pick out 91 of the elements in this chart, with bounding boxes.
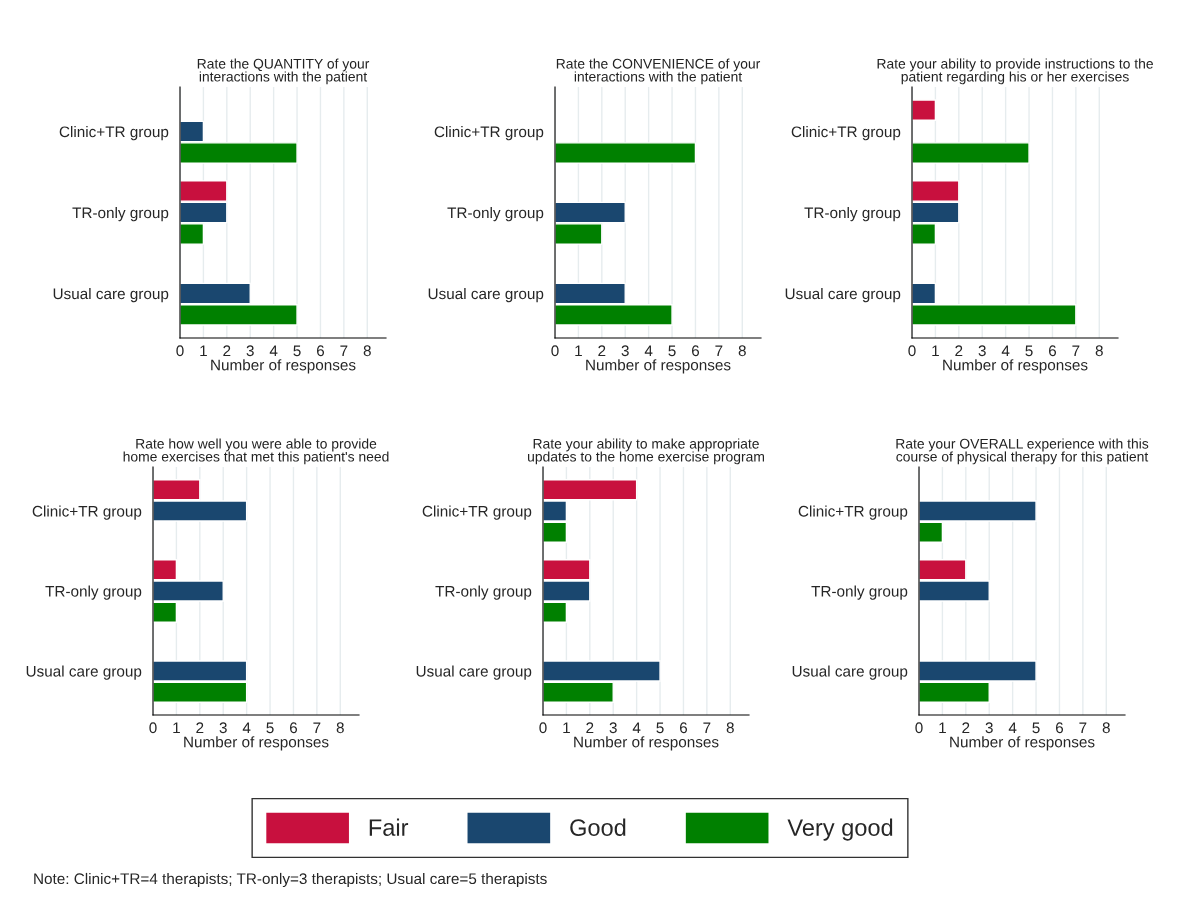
x-tick-label: 6 [316, 345, 325, 357]
x-tick-label: 5 [1025, 345, 1033, 357]
bar [912, 99, 937, 121]
x-tick-label: 4 [1001, 345, 1010, 357]
x-tick-label: 8 [363, 345, 371, 357]
x-axis-title: Number of responses [586, 359, 731, 374]
x-tick-label: 7 [1072, 345, 1080, 357]
x-tick-label: 4 [242, 722, 251, 734]
x-tick-label: 2 [223, 345, 231, 357]
x-tick-label: 6 [679, 722, 688, 734]
x-tick-label: 1 [173, 722, 180, 734]
x-axis-title: Number of responses [211, 359, 356, 374]
x-tick-label: 6 [1048, 345, 1057, 357]
x-tick-label: 5 [1032, 722, 1040, 734]
x-tick-label: 1 [563, 722, 570, 734]
x-tick-label: 0 [539, 722, 547, 734]
x-tick-label: 5 [293, 345, 301, 357]
x-tick-label: 8 [336, 722, 344, 734]
x-tick-label: 0 [176, 345, 184, 357]
y-tick-label: Clinic+TR group [32, 505, 142, 520]
y-tick-label: TR-only group [811, 585, 908, 600]
x-tick-label: 1 [939, 722, 946, 734]
y-tick-label: Clinic+TR group [791, 126, 901, 141]
x-tick-label: 3 [246, 345, 254, 357]
bar [912, 142, 1030, 164]
legend-label: Good [570, 818, 626, 836]
x-axis-title: Number of responses [574, 736, 719, 751]
y-tick-label: Clinic+TR group [434, 126, 544, 141]
x-tick-label: 5 [668, 345, 676, 357]
legend-label: Very good [787, 818, 893, 841]
x-tick-label: 2 [598, 345, 606, 357]
x-tick-label: 4 [1008, 722, 1017, 734]
chart-title: Rate your OVERALL experience with this course of physical therapy for this patient [896, 438, 1149, 465]
x-tick-label: 7 [340, 345, 348, 357]
x-tick-label: 1 [575, 345, 582, 357]
y-tick-label: Clinic+TR group [59, 126, 169, 141]
x-tick-label: 8 [1102, 722, 1110, 734]
x-tick-label: 5 [266, 722, 274, 734]
x-axis-title: Number of responses [943, 359, 1088, 374]
legend-label: Fair [369, 818, 409, 836]
x-tick-label: 6 [1055, 722, 1064, 734]
y-tick-label: TR-only group [45, 585, 142, 600]
x-tick-label: 3 [978, 345, 986, 357]
x-tick-label: 6 [691, 345, 700, 357]
x-tick-label: 3 [219, 722, 227, 734]
x-tick-label: 4 [644, 345, 653, 357]
x-tick-label: 8 [1095, 345, 1103, 357]
x-tick-label: 7 [715, 345, 723, 357]
x-tick-label: 3 [609, 722, 617, 734]
x-tick-label: 0 [149, 722, 157, 734]
y-tick-label: TR-only group [804, 206, 901, 222]
x-tick-label: 2 [955, 345, 963, 357]
x-tick-label: 7 [313, 722, 321, 734]
x-tick-label: 7 [703, 722, 711, 734]
y-tick-label: TR-only group [435, 585, 532, 600]
x-tick-label: 7 [1079, 722, 1087, 734]
x-tick-label: 2 [962, 722, 970, 734]
x-tick-label: 4 [632, 722, 641, 734]
chart-title: Rate the CONVENIENCE of your interactions with the patient [556, 58, 761, 85]
y-tick-label: Clinic+TR group [422, 505, 532, 520]
text: Note: Clinic+TR=4 therapists; TR-only=3 therapists; Usual care=5 therapists [34, 872, 547, 888]
x-tick-label: 3 [621, 345, 629, 357]
x-tick-label: 5 [656, 722, 664, 734]
x-tick-label: 0 [908, 345, 916, 357]
chart-title: Rate the QUANTITY of your interactions with the patient [197, 58, 370, 85]
y-tick-label: Clinic+TR group [798, 505, 908, 520]
y-tick-label: TR-only group [447, 206, 544, 222]
x-tick-label: 8 [726, 722, 734, 734]
y-tick-label: Usual care group [428, 287, 544, 303]
y-tick-label: Usual care group [792, 665, 908, 680]
y-tick-label: TR-only group [72, 206, 169, 222]
y-tick-label: Usual care group [785, 287, 901, 303]
x-tick-label: 0 [915, 722, 923, 734]
y-tick-label: Usual care group [26, 665, 142, 680]
x-tick-label: 6 [289, 722, 298, 734]
x-tick-label: 8 [738, 345, 746, 357]
x-tick-label: 1 [932, 345, 939, 357]
y-tick-label: Usual care group [416, 665, 532, 680]
x-tick-label: 3 [985, 722, 993, 734]
x-axis-title: Number of responses [184, 736, 329, 751]
chart-title: Rate how well you were able to provide home exercises that met this patient's need [123, 438, 389, 465]
x-tick-label: 2 [586, 722, 594, 734]
x-tick-label: 2 [196, 722, 204, 734]
bar [555, 142, 697, 164]
x-axis-title: Number of responses [950, 736, 1095, 751]
x-tick-label: 0 [551, 345, 559, 357]
x-tick-label: 4 [269, 345, 278, 357]
chart-title: Rate your ability to provide instructions to the patient regarding his or her exercises [877, 58, 1153, 85]
x-tick-label: 1 [200, 345, 207, 357]
chart-title: Rate your ability to make appropriate updates to the home exercise program [528, 438, 764, 465]
y-tick-label: Usual care group [53, 287, 169, 303]
